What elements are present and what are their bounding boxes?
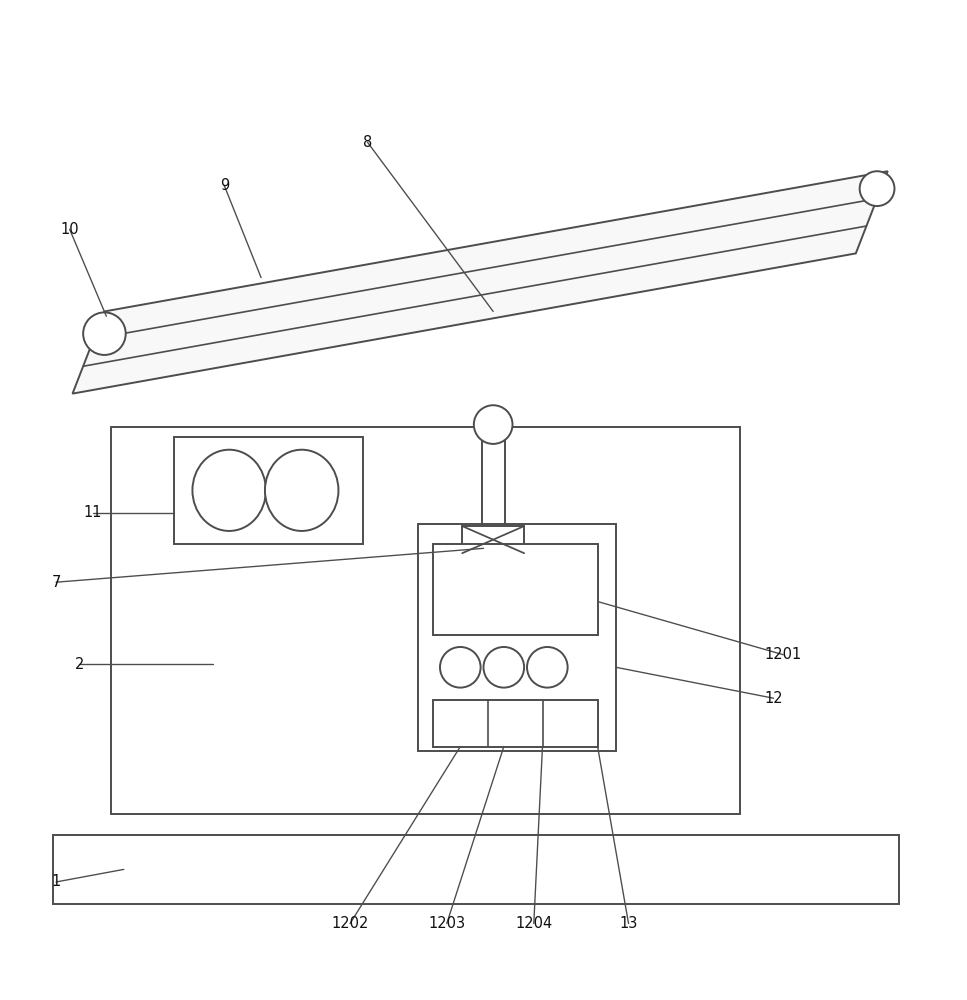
Bar bbox=[174, 437, 363, 544]
Bar bbox=[53, 835, 899, 904]
Text: 1203: 1203 bbox=[428, 916, 465, 931]
Text: 1204: 1204 bbox=[515, 916, 552, 931]
Text: 13: 13 bbox=[619, 916, 638, 931]
Circle shape bbox=[83, 312, 126, 355]
Circle shape bbox=[474, 405, 513, 444]
Text: 1201: 1201 bbox=[765, 647, 802, 662]
Text: 2: 2 bbox=[74, 657, 84, 672]
Text: 7: 7 bbox=[51, 575, 61, 590]
Text: 8: 8 bbox=[363, 135, 372, 150]
Text: 9: 9 bbox=[220, 178, 229, 193]
Polygon shape bbox=[73, 171, 888, 394]
Bar bbox=[111, 427, 740, 814]
Text: 1202: 1202 bbox=[332, 916, 368, 931]
Bar bbox=[462, 526, 524, 553]
Text: 10: 10 bbox=[60, 222, 79, 237]
Ellipse shape bbox=[265, 450, 338, 531]
Circle shape bbox=[440, 647, 481, 688]
Bar bbox=[418, 524, 616, 751]
Circle shape bbox=[527, 647, 568, 688]
Text: 1: 1 bbox=[51, 874, 61, 889]
Circle shape bbox=[860, 171, 894, 206]
Circle shape bbox=[484, 647, 524, 688]
Ellipse shape bbox=[192, 450, 266, 531]
Bar bbox=[433, 700, 598, 747]
Text: 11: 11 bbox=[83, 505, 103, 520]
Text: 12: 12 bbox=[764, 691, 783, 706]
Bar bbox=[433, 544, 598, 635]
Bar bbox=[482, 426, 505, 532]
